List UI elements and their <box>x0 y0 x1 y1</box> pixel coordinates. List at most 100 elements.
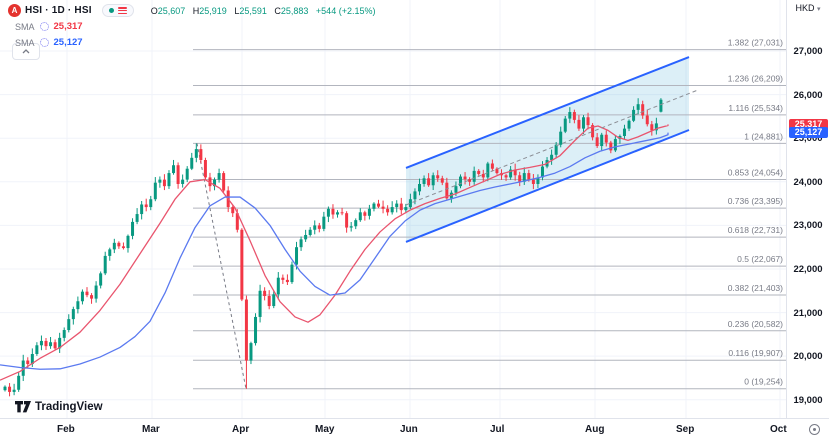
candle[interactable] <box>203 157 207 180</box>
candle[interactable] <box>418 178 422 196</box>
candle[interactable] <box>440 175 444 186</box>
candle[interactable] <box>463 172 467 185</box>
candle[interactable] <box>399 197 403 215</box>
candle[interactable] <box>135 208 139 225</box>
candle[interactable] <box>53 339 57 350</box>
candle[interactable] <box>285 274 289 285</box>
candle[interactable] <box>71 306 75 325</box>
candle[interactable] <box>591 123 595 141</box>
candle[interactable] <box>49 336 53 349</box>
candle[interactable] <box>345 211 349 233</box>
candle[interactable] <box>153 177 157 202</box>
candle[interactable] <box>377 199 381 209</box>
candle[interactable] <box>427 173 431 187</box>
candle[interactable] <box>172 159 176 175</box>
candle[interactable] <box>550 149 554 165</box>
candle[interactable] <box>381 200 385 214</box>
candle[interactable] <box>308 227 312 237</box>
candle[interactable] <box>504 173 508 181</box>
indicator-row-sma2[interactable]: SMA 25,127 <box>8 35 375 50</box>
candle[interactable] <box>162 174 166 191</box>
candle[interactable] <box>477 169 481 176</box>
candle[interactable] <box>240 228 244 302</box>
candle[interactable] <box>563 116 567 134</box>
candle[interactable] <box>94 281 98 303</box>
candle[interactable] <box>363 210 367 221</box>
sma-line[interactable] <box>0 124 669 381</box>
candle[interactable] <box>586 112 590 130</box>
candle[interactable] <box>62 327 66 342</box>
chart-plot-area[interactable]: 1.382 (27,031) 1.236 (26,209) 1.116 (25,53… <box>0 0 786 418</box>
candle[interactable] <box>513 163 517 181</box>
candle[interactable] <box>90 293 94 304</box>
candle[interactable] <box>572 109 576 124</box>
candle[interactable] <box>35 342 39 356</box>
candle[interactable] <box>149 195 153 211</box>
candle[interactable] <box>568 107 572 124</box>
candle[interactable] <box>213 177 217 191</box>
candle[interactable] <box>272 290 276 309</box>
candle[interactable] <box>222 171 226 193</box>
candle[interactable] <box>509 165 513 180</box>
candle[interactable] <box>641 100 645 119</box>
candle[interactable] <box>472 166 476 185</box>
candle[interactable] <box>627 119 631 132</box>
candle[interactable] <box>554 141 558 159</box>
candle[interactable] <box>190 152 194 171</box>
candle[interactable] <box>131 218 135 240</box>
candle[interactable] <box>326 206 330 223</box>
candle[interactable] <box>367 204 371 220</box>
candle[interactable] <box>531 174 535 190</box>
candle[interactable] <box>322 211 326 232</box>
candle[interactable] <box>281 274 285 284</box>
candle[interactable] <box>267 290 271 310</box>
candle[interactable] <box>80 289 84 305</box>
candle[interactable] <box>404 203 408 214</box>
candle[interactable] <box>645 109 649 127</box>
candle[interactable] <box>126 234 130 253</box>
candle[interactable] <box>194 143 198 163</box>
candle[interactable] <box>490 159 494 172</box>
candle[interactable] <box>276 272 280 300</box>
candle[interactable] <box>144 198 148 212</box>
candle[interactable] <box>600 132 604 152</box>
parallel-channel-fill[interactable] <box>406 57 689 242</box>
candle[interactable] <box>622 124 626 140</box>
currency-selector[interactable]: HKD ▾ <box>787 3 829 13</box>
sma-line[interactable] <box>0 132 669 370</box>
candle[interactable] <box>518 171 522 187</box>
candlestick-chart-canvas[interactable]: 1.382 (27,031) 1.236 (26,209) 1.116 (25,53… <box>0 0 786 418</box>
candle[interactable] <box>199 144 203 164</box>
candle[interactable] <box>103 251 107 276</box>
axis-settings-icon[interactable] <box>809 424 820 435</box>
candle[interactable] <box>349 221 353 232</box>
candle[interactable] <box>299 236 303 251</box>
candle[interactable] <box>58 332 62 353</box>
price-axis[interactable]: HKD ▾ 27,000 26,000 25,000 24,000 23,000 22,0… <box>786 0 829 418</box>
candle[interactable] <box>12 383 16 396</box>
source-toggle-pill[interactable] <box>101 4 134 17</box>
candle[interactable] <box>436 170 440 182</box>
candle[interactable] <box>358 208 362 222</box>
candle[interactable] <box>140 200 144 220</box>
candle[interactable] <box>331 204 335 219</box>
channel-mid-line[interactable] <box>405 89 698 206</box>
candle[interactable] <box>112 238 116 254</box>
candle[interactable] <box>295 241 299 270</box>
candle[interactable] <box>650 120 654 136</box>
candle[interactable] <box>76 296 80 314</box>
candle[interactable] <box>486 161 490 182</box>
candle[interactable] <box>85 287 89 298</box>
candle[interactable] <box>99 271 103 289</box>
candle[interactable] <box>317 222 321 233</box>
candle[interactable] <box>636 98 640 115</box>
candle[interactable] <box>390 201 394 215</box>
channel-bottom-line[interactable] <box>405 129 690 243</box>
candle[interactable] <box>559 126 563 148</box>
candle[interactable] <box>613 135 617 153</box>
candle[interactable] <box>372 202 376 212</box>
candle[interactable] <box>313 220 317 235</box>
candle[interactable] <box>632 106 636 123</box>
indicator-row-sma1[interactable]: SMA 25,317 <box>8 19 375 34</box>
candle[interactable] <box>44 338 48 350</box>
